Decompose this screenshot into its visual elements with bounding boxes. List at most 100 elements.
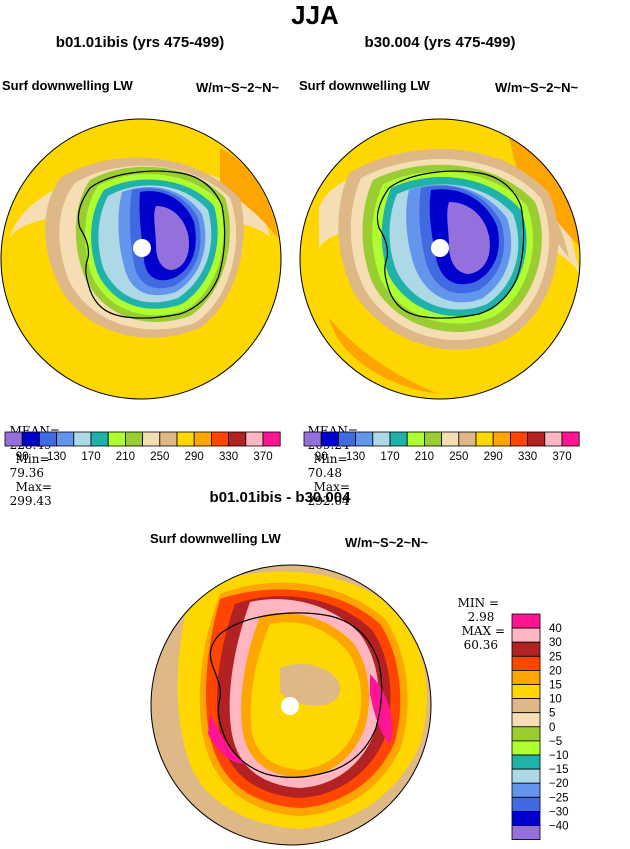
colorbar-tick-label: 90: [315, 451, 328, 463]
diff-colorbar-tick-label: −40: [549, 821, 569, 833]
colorbar-swatch: [475, 431, 494, 447]
colorbar-tick-label: 170: [380, 451, 399, 463]
diff-colorbar-swatch: [511, 810, 541, 826]
colorbar-swatch: [262, 431, 281, 447]
colorbar-swatch: [561, 431, 580, 447]
colorbar-swatch: [193, 431, 212, 447]
diff-max-label: MAX =: [461, 624, 506, 638]
colorbar-swatch: [492, 431, 511, 447]
colorbar-swatch: [21, 431, 40, 447]
colorbar-tick-label: 130: [346, 451, 365, 463]
max-label: Max=: [313, 480, 350, 494]
min-label: Min=: [313, 452, 348, 466]
colorbar-swatch: [458, 431, 477, 447]
colorbar-tick-label: 290: [185, 451, 204, 463]
diff-panel-variable: Surf downwelling LW: [150, 531, 281, 546]
panel-left-variable: Surf downwelling LW: [2, 78, 133, 93]
diff-colorbar-tick-label: −30: [549, 806, 569, 818]
diff-colorbar-swatch: [511, 684, 541, 700]
diff-colorbar-tick-label: 25: [549, 651, 562, 663]
map-difference: [150, 564, 432, 846]
diff-colorbar-tick-label: −25: [549, 792, 569, 804]
colorbar-swatch: [303, 431, 322, 447]
panel-left-units: W/m~S~2~N~: [196, 80, 280, 95]
colorbar-tick-label: 90: [16, 451, 29, 463]
map-right: [299, 118, 581, 400]
panel-left-title: b01.01ibis (yrs 475-499): [55, 34, 225, 51]
diff-colorbar-swatch: [511, 754, 541, 770]
diff-colorbar-tick-label: 20: [549, 665, 562, 677]
diff-colorbar-swatch: [511, 740, 541, 756]
diff-min-value: 2.98: [467, 610, 495, 624]
colorbar-tick-label: 370: [552, 451, 571, 463]
diff-colorbar-tick-label: −20: [549, 778, 569, 790]
max-label: Max=: [15, 480, 52, 494]
colorbar-swatch: [338, 431, 357, 447]
diff-colorbar-tick-label: 0: [549, 722, 555, 734]
max-value: 292.04: [307, 494, 350, 508]
colorbar-tick-label: 250: [449, 451, 468, 463]
colorbar-tick-label: 130: [47, 451, 66, 463]
colorbar-swatch: [355, 431, 374, 447]
colorbar-swatch: [389, 431, 408, 447]
colorbar-swatch: [107, 431, 126, 447]
colorbar-tick-label: 250: [150, 451, 169, 463]
colorbar-swatch: [176, 431, 195, 447]
colorbar-tick-label: 210: [116, 451, 135, 463]
colorbar-swatch: [245, 431, 264, 447]
diff-colorbar-tick-label: 30: [549, 637, 562, 649]
colorbar-swatch: [39, 431, 58, 447]
diff-colorbar-tick-label: 40: [549, 623, 562, 635]
panel-right-title: b30.004 (yrs 475-499): [364, 34, 516, 51]
diff-colorbar-swatch: [511, 796, 541, 812]
colorbar-swatch: [73, 431, 92, 447]
colorbar-swatch: [125, 431, 144, 447]
diff-colorbar-swatch: [511, 641, 541, 657]
diff-colorbar-tick-label: 5: [549, 708, 555, 720]
panel-right-variable: Surf downwelling LW: [299, 78, 430, 93]
diff-colorbar-swatch: [511, 670, 541, 685]
min-value: 70.48: [307, 466, 342, 480]
colorbar-swatch: [228, 431, 247, 447]
main-title: JJA: [291, 0, 339, 30]
diff-colorbar-swatch: [511, 782, 541, 798]
colorbar-tick-label: 330: [518, 451, 537, 463]
colorbar-swatch: [320, 431, 339, 447]
colorbar-tick-label: 330: [219, 451, 238, 463]
diff-colorbar-swatch: [511, 712, 541, 728]
colorbar-swatch: [544, 431, 563, 447]
diff-panel-units: W/m~S~2~N~: [345, 535, 429, 550]
diff-max-value: 60.36: [463, 638, 498, 652]
colorbar-tick-label: 290: [484, 451, 503, 463]
diff-colorbar-swatch: [511, 768, 541, 784]
colorbar-swatch: [4, 431, 23, 447]
diff-colorbar-tick-label: −10: [549, 750, 569, 762]
colorbar-swatch: [441, 431, 460, 447]
colorbar-swatch: [527, 431, 546, 447]
diff-colorbar-tick-label: −15: [549, 764, 569, 776]
colorbar-swatch: [509, 431, 528, 447]
max-value: 299.43: [9, 494, 52, 508]
colorbar-right: 90 130 170 210 250 290 330 370: [303, 431, 580, 463]
diff-min-label: MIN =: [457, 596, 500, 610]
diff-colorbar-tick-label: 15: [549, 680, 562, 692]
diff-colorbar-swatch: [511, 613, 541, 629]
colorbar-swatch: [424, 431, 443, 447]
colorbar-swatch: [406, 431, 425, 447]
diff-colorbar-swatch: [511, 655, 541, 671]
diff-colorbar-tick-label: −5: [549, 736, 562, 748]
colorbar-tick-label: 210: [415, 451, 434, 463]
diff-colorbar-swatch: [511, 825, 541, 841]
panel-right-units: W/m~S~2~N~: [495, 80, 579, 95]
colorbar-swatch: [210, 431, 229, 447]
colorbar-swatch: [56, 431, 75, 447]
colorbar-difference: 40 30 25 20 15 10 5 0 −5 −10 −15 −20 −25 −30 −40: [511, 613, 569, 841]
diff-colorbar-tick-label: 10: [549, 694, 562, 706]
diff-colorbar-swatch: [511, 726, 541, 742]
map-left: [0, 118, 282, 400]
diff-panel-minmax: MIN = 2.98 MAX = 60.36: [450, 582, 505, 652]
colorbar-swatch: [159, 431, 178, 447]
min-value: 79.36: [9, 466, 44, 480]
diff-colorbar-swatch: [511, 698, 541, 714]
colorbar-tick-label: 170: [81, 451, 100, 463]
